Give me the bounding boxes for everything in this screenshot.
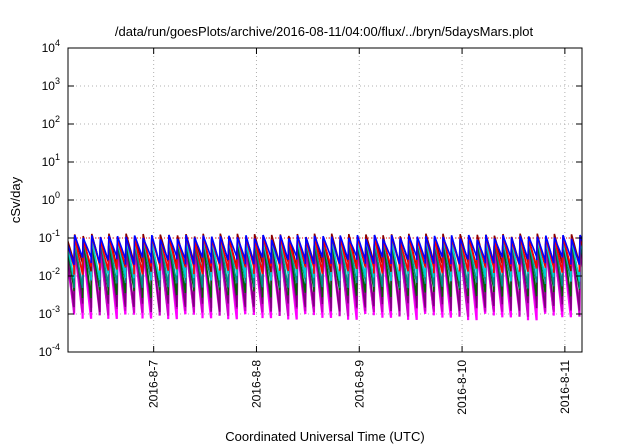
x-tick-label: 2016-8-10 [455,360,469,415]
y-tick-label: 10-1 [39,228,60,245]
y-tick-label: 103 [42,76,60,93]
series-line-9 [68,234,582,266]
x-axis-ticks: 2016-8-7 2016-8-8 2016-8-9 2016-8-10 2016-8-… [147,48,572,415]
grid [68,48,582,352]
y-axis-ticks: 10-4 10-3 10-2 10-1 100 101 102 103 104 [39,38,582,359]
series-lines [68,233,582,321]
chart-title: /data/run/goesPlots/archive/2016-08-11/0… [115,24,534,39]
y-tick-label: 104 [42,38,60,55]
x-tick-label: 2016-8-11 [558,360,572,414]
x-tick-label: 2016-8-8 [249,360,263,408]
y-tick-label: 10-2 [39,266,60,283]
y-tick-label: 10-3 [39,304,60,321]
y-tick-label: 102 [42,114,60,131]
x-tick-label: 2016-8-7 [147,360,161,408]
y-tick-label: 10-4 [39,342,60,359]
x-axis-label: Coordinated Universal Time (UTC) [225,429,424,444]
y-axis-label: cSv/day [8,176,23,223]
x-tick-label: 2016-8-9 [352,360,366,408]
y-tick-label: 100 [42,190,60,207]
y-tick-label: 101 [42,152,60,169]
